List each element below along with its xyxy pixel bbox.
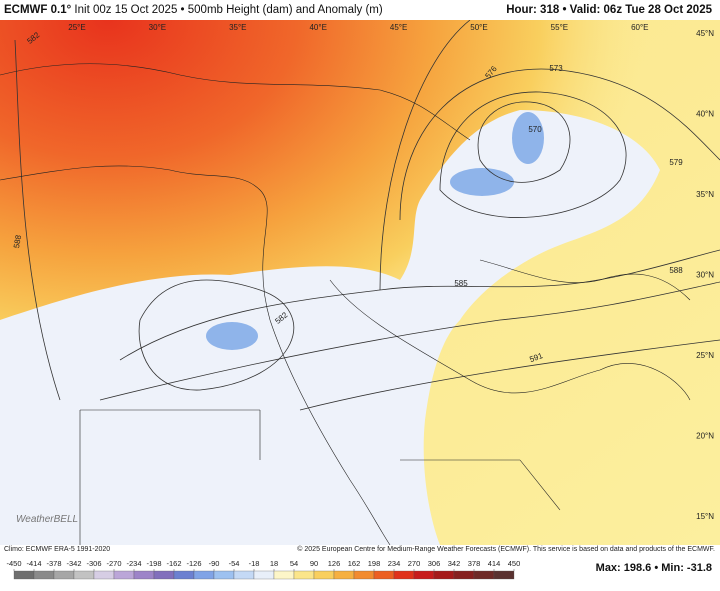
copyright: © 2025 European Centre for Medium-Range … [297,545,715,553]
longitude-labels: 25°E 30°E 35°E 40°E 45°E 50°E 55°E 60°E [68,23,648,32]
colorbar-label: -270 [106,559,121,568]
contour-label: 591 [528,351,544,364]
colorbar-cell [33,570,55,580]
longitude-label: 45°E [390,23,407,32]
colorbar-cell [493,570,515,580]
longitude-label: 35°E [229,23,246,32]
latitude-label: 40°N [696,110,714,119]
colorbar: -450 -414 -378 -342 -306 -270 -234 -198 -162 -126… [6,559,521,580]
colorbar-label: 378 [468,559,481,568]
latitude-label: 15°N [696,512,714,521]
longitude-label: 50°E [470,23,487,32]
colorbar-cell [93,570,115,580]
colorbar-cell [53,570,75,580]
contour-label: 570 [528,125,542,134]
colorbar-cell [73,570,95,580]
colorbar-cell [453,570,475,580]
colorbar-label: -54 [229,559,240,568]
colorbar-cell [213,570,235,580]
borders [0,63,691,546]
latitude-labels: 45°N 40°N 35°N 30°N 25°N 20°N 15°N [696,29,714,521]
colorbar-label: -198 [146,559,161,568]
contour-label: 588 [669,266,683,275]
contour-label: 573 [549,64,563,73]
colorbar-label: -162 [166,559,181,568]
contour-label: 588 [12,234,23,249]
colorbar-label: 270 [408,559,421,568]
model-name: ECMWF 0.1° [4,4,72,16]
map-background [0,20,720,545]
contours [14,20,720,411]
colorbar-label: -90 [209,559,220,568]
colorbar-label: -414 [26,559,41,568]
colorbar-label: -378 [46,559,61,568]
colorbar-cell [433,570,455,580]
contour-label: 579 [669,158,683,167]
colorbar-cell [273,570,295,580]
colorbar-label: -126 [186,559,201,568]
colorbar-cell [253,570,275,580]
footer-background [0,545,720,591]
longitude-label: 60°E [631,23,648,32]
map: 25°E 30°E 35°E 40°E 45°E 50°E 55°E 60°E 45°N 40°… [0,20,720,591]
colorbar-label: -450 [6,559,21,568]
colorbar-label: 342 [448,559,461,568]
latitude-label: 35°N [696,190,714,199]
colorbar-label: 18 [270,559,278,568]
colorbar-label: 90 [310,559,318,568]
colorbar-label: 198 [368,559,381,568]
colorbar-label: 162 [348,559,361,568]
colorbar-cell [193,570,215,580]
colorbar-cell [13,570,35,580]
colorbar-cell [233,570,255,580]
longitude-label: 40°E [309,23,326,32]
longitude-label: 25°E [68,23,85,32]
header-left: ECMWF 0.1° Init 00z 15 Oct 2025 • 500mb … [4,0,383,20]
colorbar-cell [133,570,155,580]
climo-note: Climo: ECMWF ERA-5 1991-2020 [4,546,110,553]
colorbar-cell [333,570,355,580]
colorbar-label: 234 [388,559,401,568]
latitude-label: 30°N [696,271,714,280]
colorbar-label: -342 [66,559,81,568]
colorbar-cell [413,570,435,580]
colorbar-label: 54 [290,559,298,568]
colorbar-label: 414 [488,559,501,568]
valid-time: Hour: 318 • Valid: 06z Tue 28 Oct 2025 [506,4,712,16]
latitude-label: 25°N [696,351,714,360]
longitude-label: 30°E [149,23,166,32]
colorbar-cell [293,570,315,580]
latitude-label: 20°N [696,432,714,441]
latitude-label: 45°N [696,29,714,38]
colorbar-label: 450 [508,559,521,568]
colorbar-cell [313,570,335,580]
colorbar-cell [113,570,135,580]
colorbar-cell [153,570,175,580]
watermark: WeatherBELL [16,514,78,525]
longitude-label: 55°E [551,23,568,32]
max-min: Max: 198.6 • Min: -31.8 [596,562,712,574]
colorbar-cell [393,570,415,580]
colorbar-cell [373,570,395,580]
run-description: Init 00z 15 Oct 2025 • 500mb Height (dam… [74,4,383,16]
colorbar-label: -306 [86,559,101,568]
colorbar-label: -18 [249,559,260,568]
colorbar-label: 126 [328,559,341,568]
colorbar-label: -234 [126,559,141,568]
contour-label: 585 [454,279,468,288]
colorbar-cell [173,570,195,580]
colorbar-cell [473,570,495,580]
colorbar-label: 306 [428,559,441,568]
colorbar-cell [353,570,375,580]
